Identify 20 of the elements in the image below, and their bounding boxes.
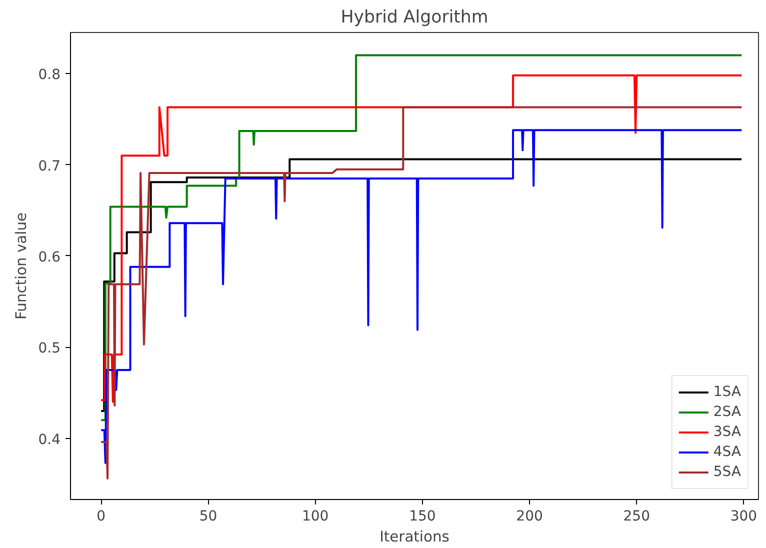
y-tick-label: 0.6 [38,249,61,266]
legend-label: 2SA [713,404,741,420]
x-tick-label: 250 [623,508,650,524]
legend-label: 3SA [713,424,741,440]
legend-label: 5SA [713,464,741,480]
x-tick-label: 0 [96,508,106,524]
legend-label: 1SA [713,384,741,400]
y-tick-label: 0.5 [38,340,60,357]
y-tick-label: 0.4 [38,432,61,448]
x-tick-label: 200 [516,508,543,524]
y-tick-label: 0.7 [38,158,60,174]
y-axis-title: Function value [13,212,30,320]
x-tick-label: 100 [302,508,329,524]
x-axis-title: Iterations [380,528,450,546]
chart-title: Hybrid Algorithm [340,8,488,28]
x-tick-label: 50 [199,508,218,524]
x-tick-label: 150 [409,508,436,524]
x-tick-label: 300 [730,508,758,524]
y-tick-label: 0.8 [38,67,60,84]
legend-label: 4SA [713,444,741,460]
